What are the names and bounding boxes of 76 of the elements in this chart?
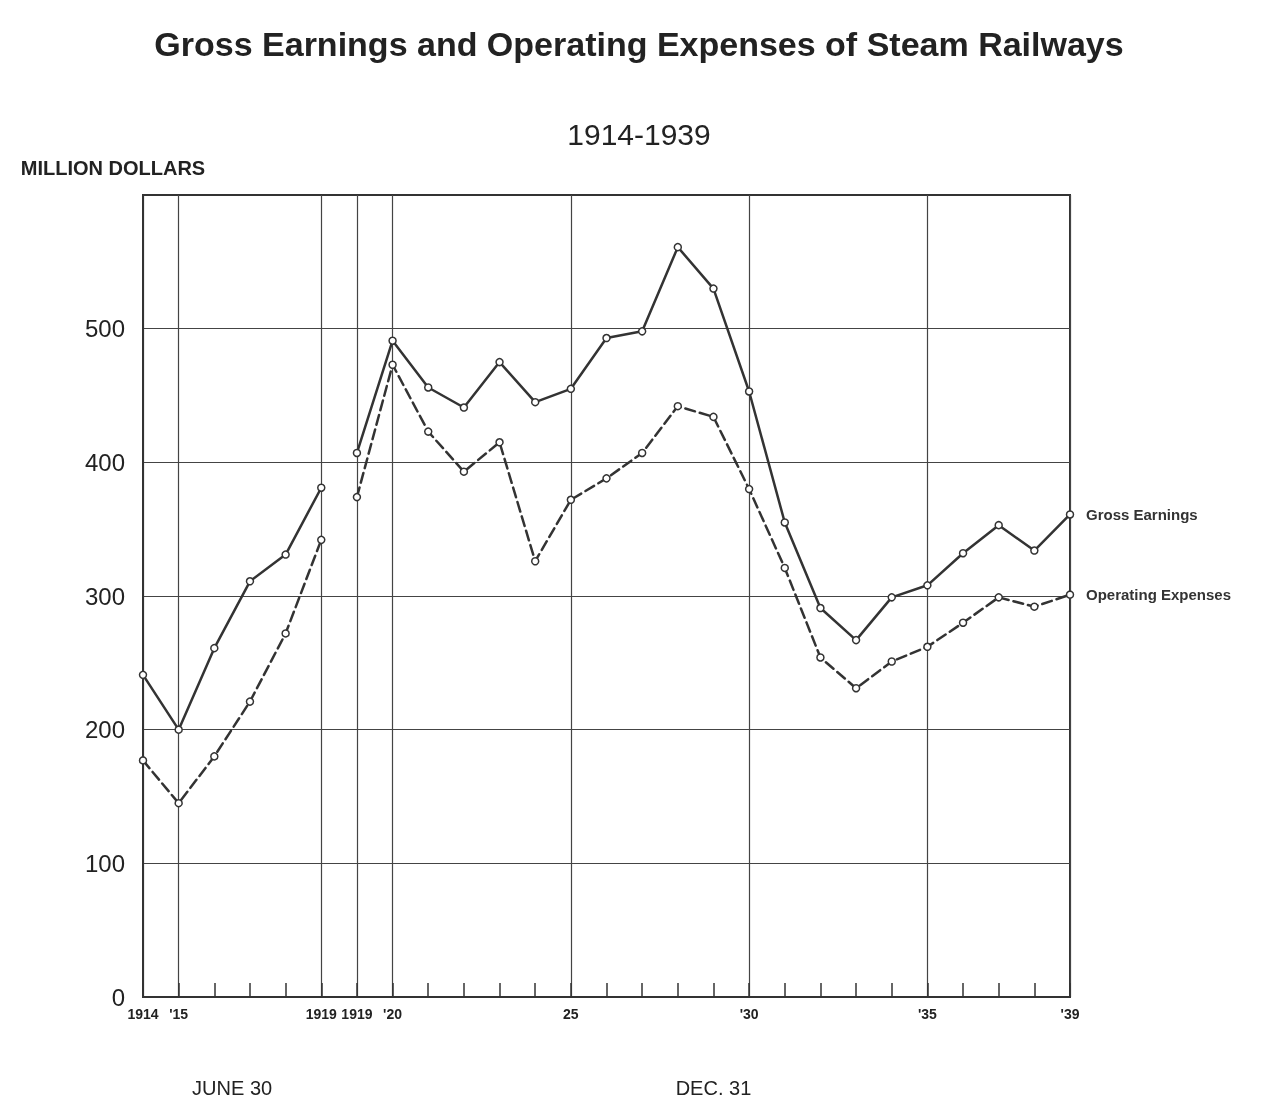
point	[958, 618, 968, 627]
x-tick-label: 1919	[341, 1006, 373, 1022]
point	[459, 467, 469, 476]
point	[602, 333, 611, 343]
point	[281, 629, 290, 638]
point	[317, 535, 326, 545]
point	[530, 557, 540, 566]
x-tick-label: 1914	[127, 1006, 159, 1022]
point	[851, 683, 861, 693]
point	[709, 284, 718, 293]
point	[495, 357, 504, 367]
x-tick-label: '30	[739, 1006, 759, 1022]
point	[352, 448, 362, 458]
y-tick-label: 200	[84, 716, 125, 744]
point	[709, 412, 718, 422]
point	[673, 242, 683, 252]
point	[1065, 590, 1075, 599]
text: DEC. 31	[675, 1077, 752, 1099]
point	[388, 360, 397, 369]
y-tick-label: 300	[84, 582, 125, 610]
x-tick-label: '20	[383, 1006, 403, 1022]
x-tick-label: '15	[169, 1006, 189, 1022]
point	[637, 448, 647, 458]
series-label: Operating Expenses	[1086, 586, 1232, 604]
x-tick-label: '35	[917, 1006, 938, 1022]
point	[780, 518, 790, 527]
point	[174, 725, 183, 734]
point	[923, 581, 932, 590]
point	[994, 520, 1003, 530]
point	[673, 401, 683, 411]
text: JUNE 30	[192, 1077, 273, 1099]
point	[566, 495, 576, 505]
y-tick-label: 0	[111, 983, 125, 1011]
point	[923, 642, 932, 652]
y-tick-label: 500	[84, 315, 125, 343]
point	[423, 427, 433, 436]
point	[958, 548, 968, 558]
point	[388, 336, 397, 345]
point	[281, 550, 290, 559]
point	[637, 327, 647, 336]
point	[210, 643, 219, 653]
x-tick-label: '39	[1060, 1006, 1080, 1022]
point	[210, 752, 219, 761]
point	[887, 593, 896, 602]
point	[1030, 546, 1039, 555]
point	[245, 697, 255, 706]
point	[495, 438, 504, 447]
y-tick-label: 100	[84, 849, 125, 877]
point	[317, 483, 326, 492]
point	[994, 593, 1003, 602]
point	[138, 670, 148, 680]
x-tick-label: 25	[563, 1006, 579, 1022]
point	[744, 484, 754, 494]
point	[423, 383, 433, 392]
point	[352, 492, 362, 502]
point	[245, 577, 255, 586]
point	[1030, 602, 1039, 611]
x-tick-label: 1919	[305, 1006, 338, 1022]
series-label: Gross Earnings	[1086, 505, 1198, 523]
y-tick-label: 400	[84, 448, 125, 476]
point	[459, 403, 469, 412]
point	[174, 798, 183, 808]
point	[744, 387, 754, 396]
point	[851, 635, 861, 645]
point	[780, 563, 790, 573]
y-axis-title: MILLION DOLLARS	[20, 157, 206, 179]
chart-title: Gross Earnings and Operating Expenses of Steam Railways	[154, 25, 1124, 63]
point	[816, 603, 825, 613]
point	[602, 474, 611, 483]
point	[1065, 510, 1075, 519]
point	[530, 397, 540, 407]
point	[887, 657, 896, 666]
point	[138, 756, 148, 765]
chart-subtitle: 1914-1939	[567, 117, 711, 151]
point	[816, 653, 825, 662]
point	[566, 384, 576, 394]
